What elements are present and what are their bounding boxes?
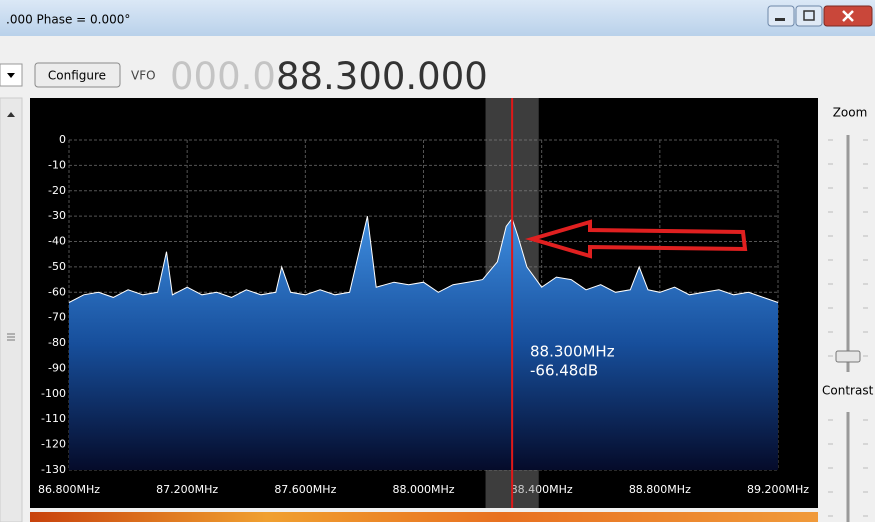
zoom-label: Zoom (833, 106, 868, 120)
vfo-label: VFO (131, 69, 156, 83)
vfo-dim: 000.0 (170, 55, 276, 98)
contrast-label: Contrast (822, 384, 874, 398)
x-tick-label: 87.200MHz (156, 483, 218, 496)
vfo-digits: 88.300.000 (276, 55, 488, 98)
close-icon (842, 10, 854, 22)
y-tick-label: -20 (48, 184, 66, 197)
scroll-grip (7, 333, 15, 341)
maximize-button[interactable] (795, 5, 823, 27)
y-tick-label: -130 (41, 463, 66, 476)
spectrum-area (69, 216, 778, 470)
configure-label: Configure (48, 69, 106, 83)
spectrum-line (68, 216, 779, 303)
scroll-up (7, 112, 15, 117)
scrollbar[interactable] (0, 97, 23, 523)
dropdown-arrow (7, 73, 15, 78)
x-tick-label: 89.200MHz (747, 483, 809, 496)
configure-button[interactable] (34, 62, 121, 88)
y-tick-label: 0 (59, 133, 66, 146)
y-tick-label: -60 (48, 285, 66, 298)
arrow-annotation (524, 219, 748, 259)
title-bar (0, 0, 875, 36)
minimize-icon (775, 18, 785, 21)
y-tick-label: -10 (48, 158, 66, 171)
x-tick-label: 88.400MHz (511, 483, 573, 496)
x-tick-label: 88.800MHz (629, 483, 691, 496)
y-tick-label: -120 (41, 438, 66, 451)
cursor-label: 88.300MHz (530, 343, 615, 361)
x-tick-label: 86.800MHz (38, 483, 100, 496)
x-tick-label: 87.600MHz (274, 483, 336, 496)
waterfall (30, 512, 818, 522)
y-tick-label: -110 (41, 412, 66, 425)
y-tick-label: -80 (48, 336, 66, 349)
y-tick-label: -90 (48, 361, 66, 374)
vfo-display: 000.088.300.000 (170, 55, 488, 98)
y-tick-label: -70 (48, 311, 66, 324)
y-tick-label: -30 (48, 209, 66, 222)
y-tick-label: -50 (48, 260, 66, 273)
y-tick-label: -100 (41, 387, 66, 400)
minimize-button[interactable] (767, 5, 795, 27)
zoom-thumb[interactable] (835, 350, 861, 363)
cursor-label: -66.48dB (530, 362, 598, 380)
maximize-icon (803, 10, 815, 21)
x-tick-label: 88.000MHz (392, 483, 454, 496)
y-tick-label: -40 (48, 235, 66, 248)
window-title: .000 Phase = 0.000° (6, 13, 130, 27)
